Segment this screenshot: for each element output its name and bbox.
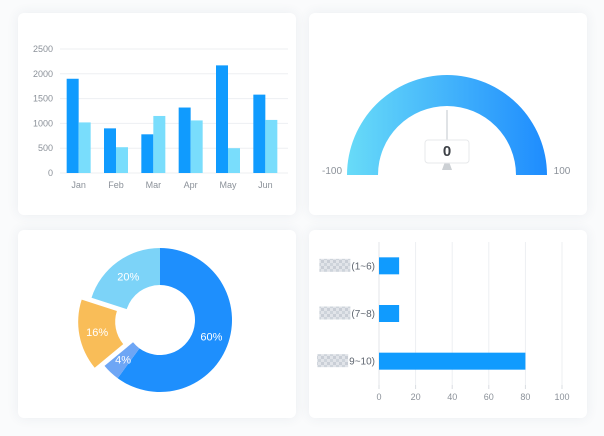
card-monthly-column-chart: 0 500 1000 1500 2000 2500 Jan Feb Mar Apr May Jun: [18, 13, 296, 215]
donut-slice-20pct[interactable]: [91, 248, 160, 310]
donut-slice-label: 60%: [200, 332, 222, 344]
donut-slice-label: 20%: [117, 271, 139, 283]
card-donut-chart: 60% 4% 16% 20%: [18, 230, 296, 418]
gauge-chart: -100 100 0: [322, 75, 571, 177]
x-axis-category-label: Jan: [71, 180, 86, 190]
bar-may-series-1[interactable]: [216, 65, 228, 173]
gauge-arc[interactable]: [347, 75, 547, 175]
x-axis-category-label: Jun: [258, 180, 273, 190]
bar-mar-series-1[interactable]: [141, 134, 154, 173]
horizontal-bar-chart: 0 20 40 60 80 100 (1~6) (7~8) 9~10): [317, 242, 570, 402]
donut-slice-label: 4%: [115, 354, 131, 366]
row-category-label: (7~8): [351, 309, 375, 320]
x-axis-tick-label: 60: [484, 392, 494, 402]
censored-label-block: [319, 258, 351, 272]
row-category-label: 9~10): [349, 357, 375, 368]
y-axis-tick-label: 1000: [33, 118, 53, 128]
donut-slice-60pct[interactable]: [117, 248, 232, 392]
bar-feb-series-2[interactable]: [116, 147, 128, 173]
bar-feb-series-1[interactable]: [104, 128, 116, 173]
y-axis-tick-label: 0: [48, 168, 53, 178]
x-axis-tick-label: 20: [411, 392, 421, 402]
censored-label-block: [317, 354, 349, 368]
monthly-column-chart: 0 500 1000 1500 2000 2500 Jan Feb Mar Apr May Jun: [33, 44, 288, 190]
x-axis-tick-label: 80: [520, 392, 530, 402]
donut-chart: 60% 4% 16% 20%: [78, 248, 232, 392]
gauge-value: 0: [443, 143, 451, 160]
x-axis-tick-label: 100: [554, 392, 569, 402]
bar-jun-series-1[interactable]: [253, 94, 266, 173]
y-axis-tick-label: 2000: [33, 69, 53, 79]
x-axis-category-label: May: [219, 180, 237, 190]
bar-apr-series-2[interactable]: [190, 120, 203, 173]
hbar-row-3[interactable]: [379, 352, 526, 370]
y-axis-tick-label: 500: [38, 143, 53, 153]
hbar-row-1[interactable]: [379, 257, 400, 275]
x-axis-category-label: Feb: [108, 180, 124, 190]
row-category-label: (1~6): [351, 261, 375, 272]
gauge-value-box: [424, 139, 470, 164]
gauge-min-label: -100: [322, 166, 342, 177]
bar-apr-series-1[interactable]: [178, 107, 191, 173]
donut-slice-16pct[interactable]: [78, 299, 124, 368]
y-axis-tick-label: 1500: [33, 94, 53, 104]
bar-jun-series-2[interactable]: [265, 119, 278, 173]
x-axis-category-label: Mar: [146, 180, 162, 190]
bar-jan-series-2[interactable]: [78, 122, 91, 173]
card-gauge-chart: -100 100 0: [309, 13, 587, 215]
card-horizontal-bar-chart: 0 20 40 60 80 100 (1~6) (7~8) 9~10): [309, 230, 587, 418]
hbar-row-2[interactable]: [379, 305, 400, 322]
bar-jan-series-1[interactable]: [66, 78, 79, 173]
x-axis-tick-label: 0: [376, 392, 381, 402]
censored-label-block: [319, 306, 351, 320]
x-axis-category-label: Apr: [184, 180, 198, 190]
y-axis-tick-label: 2500: [33, 44, 53, 54]
donut-slice-4pct[interactable]: [104, 342, 140, 379]
donut-slice-label: 16%: [86, 327, 108, 339]
bar-mar-series-2[interactable]: [153, 115, 166, 173]
x-axis-tick-label: 40: [447, 392, 457, 402]
bar-may-series-2[interactable]: [228, 148, 240, 173]
gauge-max-label: 100: [554, 166, 571, 177]
